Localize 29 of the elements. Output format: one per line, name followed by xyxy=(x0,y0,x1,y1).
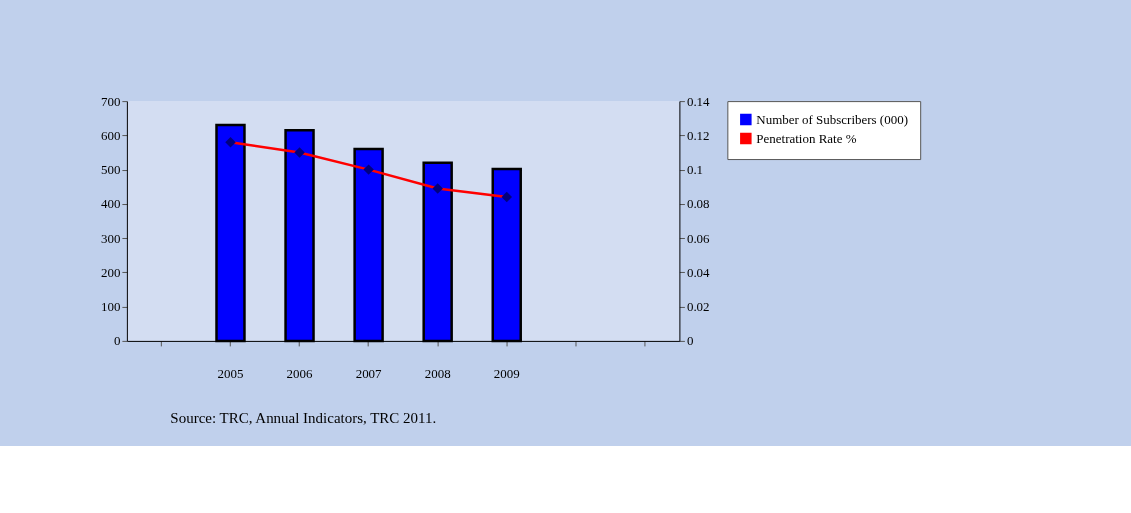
y2-tick-label: 0.04 xyxy=(686,264,711,280)
y2-tick-label: 0.08 xyxy=(686,196,710,212)
y-tick-label: 0 xyxy=(113,333,121,349)
source-note: Source: TRC, Annual Indicators, TRC 2011. xyxy=(170,409,437,426)
point xyxy=(294,147,305,158)
y2-tick-label: 0.06 xyxy=(686,230,711,246)
legend-label: Number of Subscribers (000) xyxy=(756,111,908,127)
x-tick-label: 2009 xyxy=(493,366,520,382)
legend-label: Penetration Rate % xyxy=(756,130,857,146)
y-tick-label: 600 xyxy=(100,127,121,143)
y-tick-label: 500 xyxy=(100,162,121,178)
y2-tick-label: 0.12 xyxy=(686,127,710,143)
y2-tick-label: 0.02 xyxy=(686,299,710,315)
point xyxy=(363,164,374,175)
y-tick-label: 200 xyxy=(100,264,121,280)
y2-tick-label: 0.14 xyxy=(686,93,711,109)
y-tick-label: 700 xyxy=(100,93,121,109)
y2-tick-label: 0 xyxy=(686,333,694,349)
y-tick-label: 300 xyxy=(100,230,121,246)
point xyxy=(432,183,443,194)
x-tick-label: 2008 xyxy=(424,366,451,382)
y-tick-label: 100 xyxy=(100,299,121,315)
y-tick-label: 400 xyxy=(100,196,121,212)
y2-tick-label: 0.1 xyxy=(686,162,704,178)
point xyxy=(225,136,236,148)
x-tick-label: 2005 xyxy=(217,366,244,382)
x-tick-label: 2006 xyxy=(286,366,314,382)
point xyxy=(501,191,512,203)
x-tick-label: 2007 xyxy=(355,366,383,382)
